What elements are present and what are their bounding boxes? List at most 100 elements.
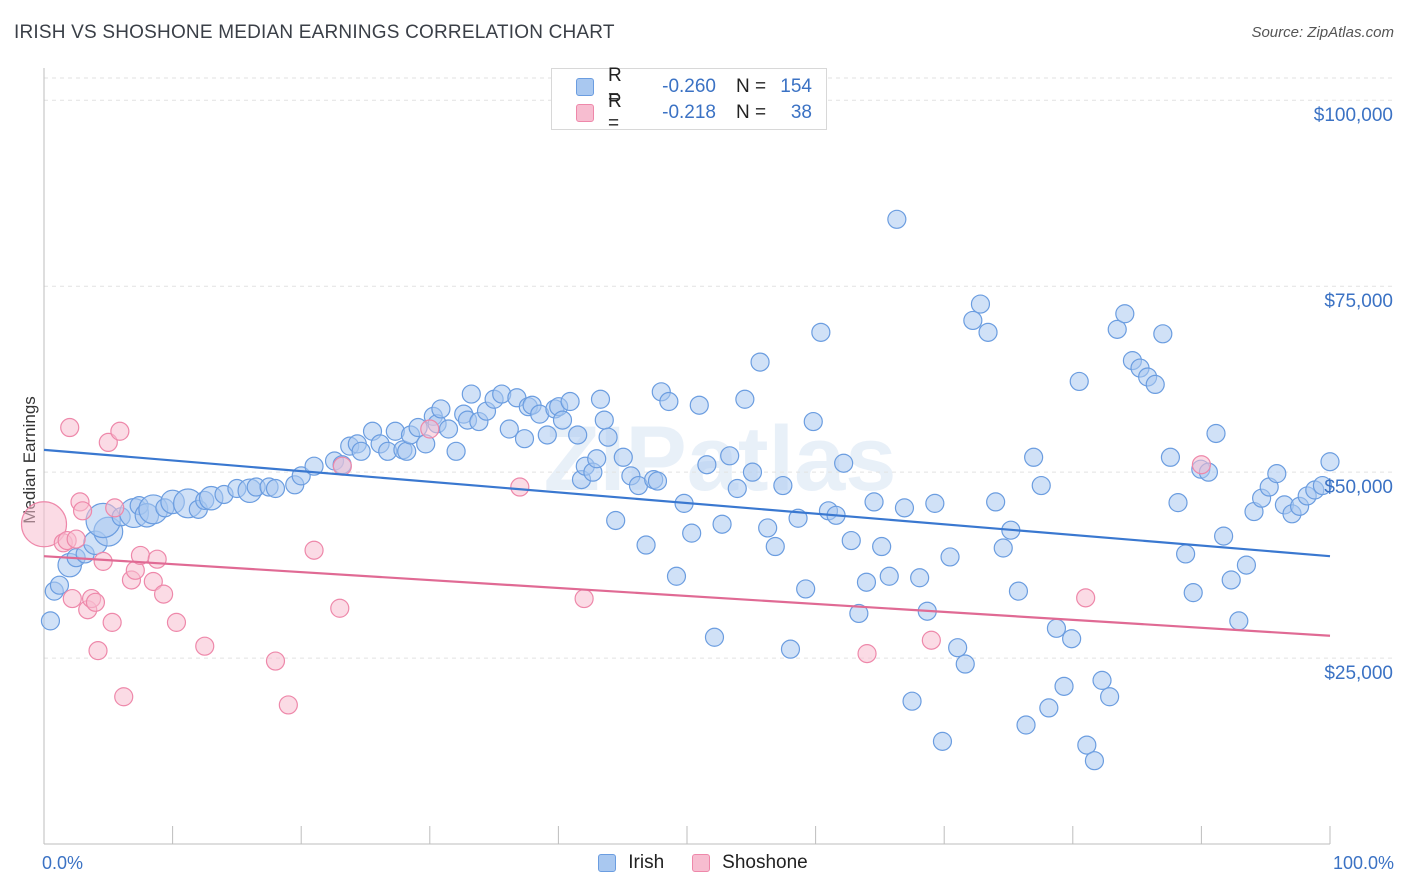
series-swatch-irish <box>598 854 617 872</box>
point-irish <box>894 498 915 518</box>
data-points <box>20 209 1340 771</box>
point-irish <box>590 389 611 409</box>
point-irish <box>1016 715 1036 735</box>
chart-source: Source: ZipAtlas.com <box>1251 24 1394 41</box>
trend-line-shoshone <box>43 555 1331 637</box>
point-irish <box>1115 304 1135 324</box>
series-swatch-shoshone <box>692 854 711 872</box>
point-irish <box>666 566 687 586</box>
point-irish <box>1039 698 1059 718</box>
point-irish <box>758 518 778 538</box>
point-irish <box>1312 475 1333 496</box>
point-irish <box>834 453 854 473</box>
stats-legend: R = -0.260 N = 154 R = -0.218 N = 38 <box>551 65 827 134</box>
n-value: 154 <box>780 76 812 97</box>
point-irish <box>1031 475 1051 496</box>
point-irish <box>948 638 968 658</box>
point-shoshone <box>1191 455 1212 475</box>
point-shoshone <box>195 636 215 656</box>
point-irish <box>1069 371 1089 392</box>
series-legend: Irish Shoshone <box>0 852 1406 874</box>
point-irish <box>552 410 573 430</box>
legend-swatch-shoshone <box>576 104 594 122</box>
point-irish <box>689 395 709 415</box>
point-irish <box>265 478 286 499</box>
point-shoshone <box>510 477 530 497</box>
point-irish <box>879 566 899 586</box>
point-irish <box>925 493 945 513</box>
trend-line-irish <box>43 448 1331 558</box>
point-irish <box>841 530 861 551</box>
point-irish <box>499 419 519 439</box>
point-shoshone <box>278 695 298 715</box>
point-irish <box>598 427 618 447</box>
series-label-shoshone: Shoshone <box>722 852 808 873</box>
point-irish <box>902 691 922 711</box>
y-tick-label: $25,000 <box>1324 663 1393 685</box>
point-irish <box>993 538 1013 558</box>
point-irish <box>560 391 580 412</box>
point-irish <box>963 310 983 331</box>
point-irish <box>780 639 801 659</box>
point-irish <box>750 352 770 372</box>
point-irish <box>1092 670 1112 690</box>
point-irish <box>849 603 869 624</box>
point-shoshone <box>1076 588 1096 608</box>
point-irish <box>587 449 607 469</box>
axes <box>43 68 1331 845</box>
point-irish <box>1236 555 1257 575</box>
point-irish <box>40 611 61 631</box>
point-irish <box>932 731 953 751</box>
point-irish <box>431 399 451 419</box>
point-irish <box>1176 544 1196 564</box>
chart-title: IRISH VS SHOSHONE MEDIAN EARNINGS CORREL… <box>14 22 615 43</box>
point-shoshone <box>420 419 440 439</box>
point-shoshone <box>166 612 187 632</box>
point-irish <box>397 441 417 461</box>
point-shoshone <box>102 612 122 632</box>
point-irish <box>955 654 975 674</box>
point-irish <box>49 575 70 595</box>
series-legend-irish: Irish <box>598 852 664 874</box>
r-label: R = <box>608 65 622 108</box>
r-value: -0.218 <box>662 102 716 123</box>
point-irish <box>659 391 679 412</box>
point-irish <box>978 322 998 342</box>
point-shoshone <box>265 651 286 671</box>
point-shoshone <box>857 644 877 664</box>
point-irish <box>1320 452 1340 472</box>
point-irish <box>704 627 725 647</box>
point-irish <box>514 429 535 449</box>
point-shoshone <box>147 549 167 569</box>
point-shoshone <box>110 421 130 441</box>
point-irish <box>803 411 823 432</box>
point-irish <box>887 209 907 229</box>
point-irish <box>1077 735 1097 755</box>
point-irish <box>940 547 960 567</box>
point-irish <box>613 447 633 467</box>
point-shoshone <box>921 630 941 650</box>
point-irish <box>796 579 816 599</box>
point-irish <box>1062 629 1082 649</box>
point-irish <box>735 389 755 409</box>
point-irish <box>1153 324 1173 344</box>
point-irish <box>1054 676 1074 696</box>
x-tick-label-min: 0.0% <box>42 853 84 873</box>
point-shoshone <box>332 456 352 476</box>
point-shoshone <box>143 571 163 592</box>
point-irish <box>1084 751 1105 771</box>
y-tick-label: $50,000 <box>1324 477 1393 499</box>
point-irish <box>606 510 626 531</box>
point-irish <box>1168 493 1188 513</box>
point-irish <box>1008 581 1029 601</box>
point-shoshone <box>105 498 125 518</box>
point-irish <box>1107 319 1127 339</box>
point-irish <box>856 572 877 592</box>
point-shoshone <box>574 588 594 609</box>
n-value: 38 <box>790 102 812 123</box>
point-shoshone <box>330 598 350 618</box>
point-irish <box>1229 611 1249 631</box>
point-irish <box>970 294 991 314</box>
legend-row-shoshone: R = -0.218 N = 38 <box>576 91 812 134</box>
trend-lines <box>43 448 1331 637</box>
